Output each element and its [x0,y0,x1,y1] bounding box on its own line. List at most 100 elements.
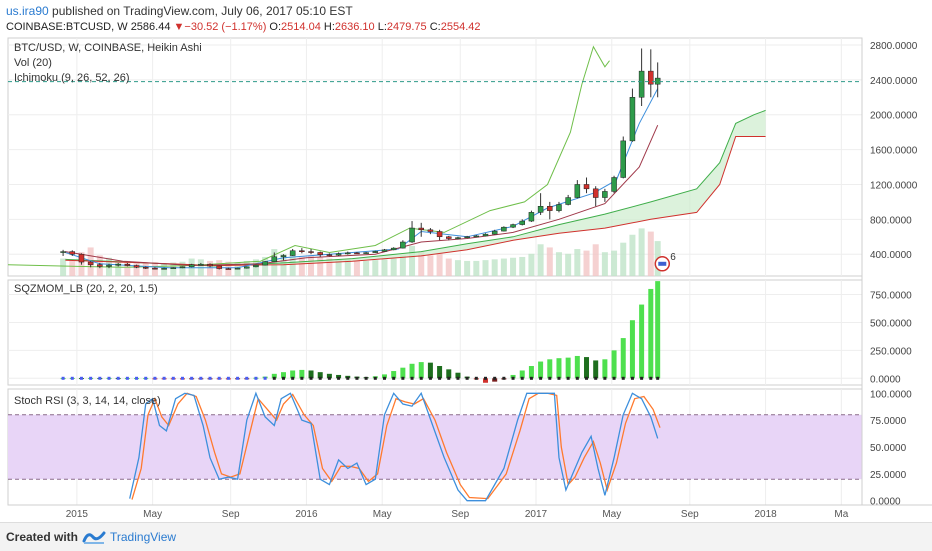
volume-bar [161,263,168,276]
sqzmom-bar [280,372,286,379]
volume-indicator-label[interactable]: Vol (20) [14,57,52,69]
sqzmom-zero-dot [410,376,414,380]
sqzmom-bar [299,369,305,379]
x-tick-label: Sep [451,509,469,520]
candle-body [464,236,470,239]
volume-bar [353,260,360,276]
pane-1-frame [7,279,863,386]
sqzmom-zero-dot [272,376,276,380]
y-tick-label-main: 2400.0000 [870,76,918,87]
sqzmom-bar [593,360,599,379]
candle-body [179,266,186,269]
volume-bar [390,258,397,276]
sqzmom-zero-dot [98,376,102,380]
x-tick-label: 2018 [754,509,777,520]
sqzmom-zero-dot [263,376,267,380]
high-label: H: [323,21,335,33]
sqzmom-bar [602,359,608,379]
y-tick-label-stoch: 50.0000 [870,443,907,454]
sqzmom-zero-dot [447,376,451,380]
candle-body [418,227,424,231]
volume-bar [592,244,599,276]
sqzmom-bar [565,357,571,379]
volume-bar [133,261,140,276]
candle-body [345,252,351,255]
sqzmom-zero-dot [382,376,386,380]
volume-bar [473,260,480,276]
candle-body [161,268,167,270]
volume-bar [298,256,305,276]
sqzmom-zero-dot [640,376,644,380]
volume-bar [69,260,76,276]
sqzmom-zero-dot [144,376,148,380]
sqzmom-zero-dot [456,376,460,380]
candle-body [390,247,397,251]
sqzmom-bar [510,374,516,379]
candle-body [106,264,112,267]
tradingview-brand[interactable]: TradingView [110,530,177,544]
candle-body [473,235,480,238]
sqzmom-indicator-label[interactable]: SQZMOM_LB (20, 2, 20, 1.5) [14,283,158,295]
volume-bar [326,258,333,276]
sqzmom-bar [528,366,534,379]
candle-body [198,263,204,266]
candle-body [537,206,544,213]
sqzmom-zero-dot [309,376,313,380]
sqzmom-zero-dot [484,376,488,380]
volume-bar [317,256,324,276]
event-flag-count: 6 [670,252,676,263]
candle-body [372,251,379,253]
volume-bar [179,261,186,276]
ichimoku-indicator-label[interactable]: Ichimoku (9, 26, 52, 26) [14,72,130,84]
candle-body [216,265,222,269]
footer-bar: Created with TradingView [0,522,932,551]
y-tick-label-main: 2000.0000 [870,111,918,122]
down-arrow-icon: ▼ [173,21,185,33]
candle-body [482,233,489,237]
event-flag-icon-stripe [658,261,667,266]
volume-bar [436,253,443,276]
candle-body [97,264,103,267]
stoch-rsi-indicator-label[interactable]: Stoch RSI (3, 3, 14, 14, close) [14,395,161,407]
symbol-name: COINBASE:BTCUSD, W [6,21,128,33]
volume-bar [418,252,425,276]
candle-body [244,266,250,269]
candle-body [271,256,278,262]
y-tick-label-sqz: 250.0000 [870,346,912,357]
y-tick-label-stoch: 0.0000 [870,497,901,508]
x-tick-label: Sep [222,509,240,520]
sqzmom-bar [326,373,332,379]
sqzmom-zero-dot [529,376,533,380]
candle-body [556,204,562,211]
candle-body [574,184,581,198]
y-tick-label-main: 800.0000 [870,215,912,226]
volume-bar [262,256,269,276]
x-tick-label: 2016 [295,509,318,520]
volume-bar [500,258,507,276]
volume-bar [611,250,618,276]
sqzmom-bar [336,374,342,379]
candle-body [308,251,314,253]
sqzmom-zero-dot [612,376,616,380]
sqzmom-bar [409,363,415,379]
sqzmom-bar [483,378,489,383]
sqzmom-zero-dot [153,376,157,380]
candle-body [629,97,636,142]
publisher-username[interactable]: us.ira90 [6,4,49,18]
candle-body [170,267,177,269]
candle-body [234,267,241,270]
sqzmom-bar [455,372,461,379]
sqzmom-bar [271,373,277,379]
candle-body [142,267,149,269]
close-label: C: [429,21,441,33]
ichimoku-span-b [65,136,766,267]
tradingview-logo-icon[interactable] [82,529,106,545]
chart-canvas[interactable]: 2015 May Sep 2016 May Sep 2017 May Sep 2018 Ma 2800… [0,0,932,522]
candle-body [280,255,287,258]
sqzmom-zero-dot [364,376,368,380]
candle-body [363,252,369,254]
sqzmom-bar [648,288,654,379]
volume-bar [537,244,544,276]
sqzmom-zero-dot [162,376,166,380]
sqzmom-bar [547,359,553,379]
